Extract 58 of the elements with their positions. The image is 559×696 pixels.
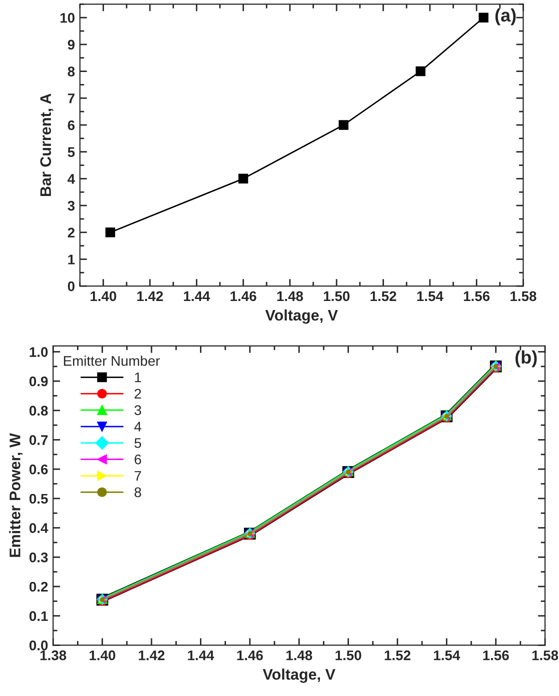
x-tick-label: 1.50 (324, 291, 350, 302)
x-tick-label: 1.52 (370, 291, 396, 302)
y-tick-label: 0.6 (29, 464, 48, 474)
x-tick-label: 1.46 (230, 291, 256, 302)
y-tick-label: 4 (68, 174, 75, 184)
y-tick-label: 3 (68, 200, 75, 211)
y-tick-label: 0.7 (29, 435, 48, 445)
x-tick-label: 1.40 (90, 650, 116, 660)
legend-label: 7 (134, 471, 141, 481)
x-tick-label: 1.42 (138, 650, 164, 660)
x-tick-label: 1.44 (184, 291, 210, 301)
legend-label: 4 (134, 422, 142, 432)
y-tick-label: 0.9 (29, 376, 48, 386)
y-tick-label: 0.3 (29, 552, 48, 562)
y-tick-label: 7 (68, 94, 74, 104)
x-tick-label: 1.50 (336, 650, 362, 660)
y-tick-label: 0.2 (29, 582, 48, 592)
x-tick-label: 1.52 (384, 650, 410, 660)
legend-label: 8 (134, 487, 142, 498)
x-tick-label: 1.44 (188, 650, 214, 660)
y-tick-label: 6 (68, 120, 75, 130)
y-axis-title: Bar Current, A (40, 94, 54, 196)
legend-label: 6 (134, 454, 142, 464)
x-tick-label: 1.42 (137, 291, 163, 301)
annotation: (a) (495, 8, 516, 26)
y-tick-label: 2 (68, 228, 75, 238)
y-tick-label: 0 (68, 281, 75, 292)
y-tick-label: 0.4 (29, 523, 48, 533)
y-tick-label: 1 (68, 254, 75, 264)
x-tick-label: 1.48 (277, 291, 304, 302)
x-tick-label: 1.54 (417, 291, 444, 302)
y-tick-label: 0.1 (29, 611, 48, 622)
x-tick-label: 1.54 (434, 650, 460, 660)
x-tick-label: 1.58 (510, 291, 536, 302)
legend-label: 1 (135, 372, 142, 382)
x-tick-label: 1.56 (483, 650, 509, 660)
legend-label: 5 (134, 438, 142, 448)
legend-label: 2 (134, 388, 141, 399)
x-tick-label: 1.48 (286, 650, 312, 660)
y-tick-label: 9 (68, 40, 75, 50)
x-tick-label: 1.58 (532, 650, 558, 660)
y-tick-label: 0.5 (29, 494, 48, 504)
x-axis-title: Voltage, V (262, 668, 336, 683)
y-tick-label: 0.0 (29, 640, 48, 650)
y-tick-label: 8 (68, 66, 75, 76)
x-tick-label: 1.46 (237, 650, 263, 660)
x-tick-label: 1.40 (90, 291, 116, 302)
legend-title: Emitter Number (64, 356, 160, 366)
y-tick-label: 10 (60, 12, 75, 23)
y-axis-title: Emitter Power, W (9, 433, 23, 557)
legend-label: 3 (134, 405, 142, 416)
y-tick-label: 0.8 (29, 406, 48, 416)
x-axis-title: Voltage, V (265, 309, 338, 324)
y-tick-label: 5 (68, 147, 75, 157)
annotation: (b) (515, 350, 537, 368)
y-tick-label: 1.0 (30, 347, 48, 357)
x-tick-label: 1.38 (40, 650, 66, 660)
x-tick-label: 1.56 (464, 291, 490, 302)
